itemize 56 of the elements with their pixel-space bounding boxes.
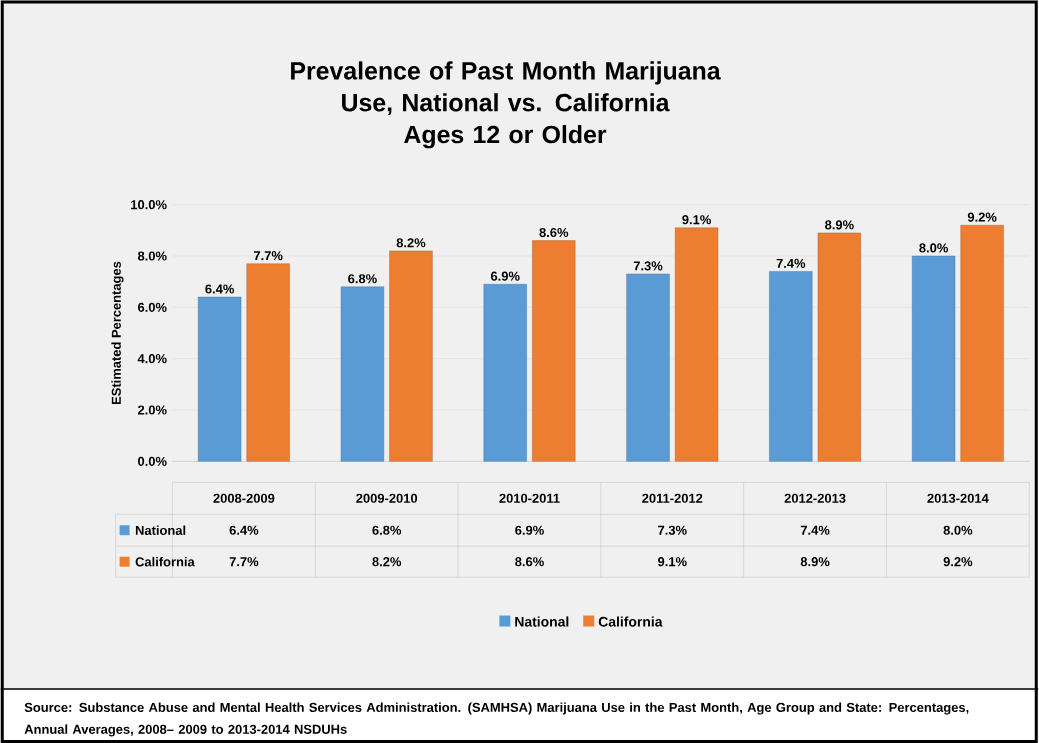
text: National [515, 616, 569, 627]
bar [769, 271, 813, 462]
text: 9.2% [967, 212, 997, 222]
data-label: 8.6% [515, 557, 544, 567]
bar [911, 255, 956, 462]
x-tick-label: 2012-2013 [784, 493, 846, 503]
text: 7.4% [776, 258, 806, 268]
bar [960, 225, 1004, 462]
data-label: 7.4% [800, 525, 830, 535]
text: 6.8% [348, 274, 377, 284]
data-label: 6.4% [229, 525, 259, 535]
y-axis-title: EStimated Percentages [111, 261, 124, 405]
text: 7.3% [633, 261, 663, 271]
y-tick-label: 6.0% [137, 302, 167, 312]
data-label: 7.3% [658, 525, 687, 535]
data-label: 8.0% [943, 525, 973, 535]
bar [340, 286, 385, 462]
data-label: 6.9% [515, 525, 544, 535]
y-tick-label: 4.0% [137, 354, 167, 364]
bar [817, 232, 861, 462]
text: 8.6% [539, 227, 569, 238]
x-tick-label: 2013-2014 [927, 493, 989, 503]
legend-label: California [135, 556, 195, 567]
data-label: 9.2% [943, 557, 973, 567]
bar [246, 263, 290, 462]
text: 8.2% [396, 238, 426, 248]
bar [532, 240, 576, 462]
y-tick-label: 8.0% [137, 251, 167, 261]
bar [198, 296, 242, 462]
x-tick-label: 2010-2011 [499, 493, 560, 503]
chart-subtitle: Ages 12 or Older [404, 125, 607, 149]
data-label: 8.2% [372, 557, 402, 567]
text: 6.9% [490, 271, 520, 281]
data-label: 9.1% [658, 557, 687, 567]
y-tick-label: 10.0% [131, 200, 167, 210]
x-tick-label: 2011-2012 [642, 493, 703, 503]
y-tick-label: 2.0% [137, 405, 167, 415]
chart-title: Prevalence of Past Month Marijuana Use, National vs. California [291, 61, 721, 116]
text: California [598, 616, 663, 627]
text: 8.9% [825, 220, 854, 230]
text: 7.7% [254, 251, 283, 261]
bar [626, 273, 670, 462]
source-note: Source: Substance Abuse and Mental Health Services Administration. (SAMHSA) Marijuana Use in the Past Month, Age Group and State: Percentages, Annual Averages, 2008– 2009 to 2013-2014 NSDUHs [24, 702, 969, 737]
text: 9.1% [682, 215, 711, 225]
data-label: 6.8% [372, 525, 402, 535]
y-tick-label: 0.0% [138, 456, 167, 466]
legend-label: National [135, 525, 186, 536]
bar [674, 227, 719, 462]
data-label: 8.9% [800, 557, 830, 567]
data-label: 7.7% [229, 557, 259, 567]
x-tick-label: 2008-2009 [213, 493, 275, 503]
bar [389, 250, 433, 462]
text: 6.4% [205, 284, 235, 294]
x-tick-label: 2009-2010 [356, 493, 418, 503]
text: 8.0% [919, 243, 948, 253]
bar [483, 284, 527, 462]
